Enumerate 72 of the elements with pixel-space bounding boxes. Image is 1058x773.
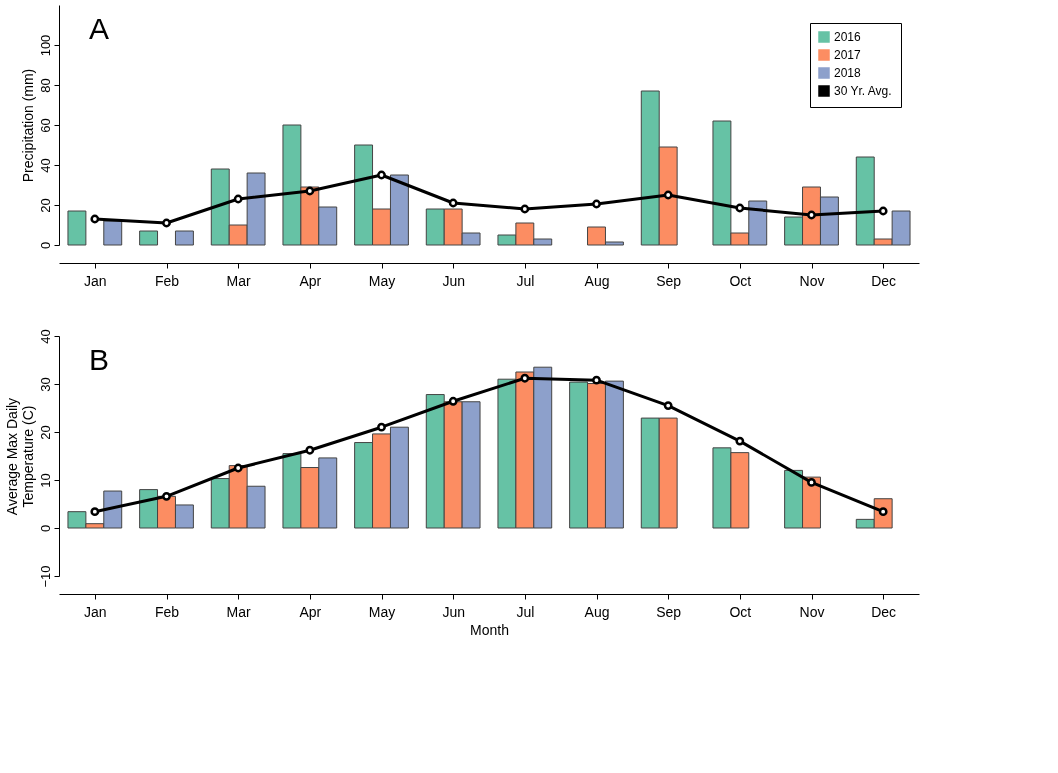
legend-label: 2016	[834, 30, 862, 44]
x-axis-title: Month	[470, 621, 509, 638]
point	[520, 204, 530, 214]
y-tick-label: 30	[37, 377, 53, 392]
x-tick-label: Jan	[84, 272, 107, 289]
point	[592, 199, 601, 209]
point	[735, 203, 745, 213]
point	[807, 477, 816, 487]
point	[807, 210, 816, 220]
x-tick-label: Dec	[871, 603, 897, 620]
x-tick-label: Jun	[442, 603, 465, 620]
point	[377, 170, 386, 180]
x-tick-label: Feb	[154, 272, 180, 289]
x-tick-label: Nov	[799, 272, 825, 289]
point	[663, 401, 673, 411]
point	[233, 194, 243, 204]
x-tick-label: May	[368, 272, 396, 289]
point	[878, 206, 888, 216]
point	[592, 375, 601, 385]
y-tick-label: 60	[37, 118, 53, 133]
y-tick-label: 80	[37, 78, 53, 93]
bar	[139, 230, 159, 246]
point	[162, 491, 171, 501]
y-tick-label: 40	[37, 158, 53, 173]
y-axis-title: Precipitation (mm)	[19, 68, 36, 183]
point	[162, 218, 171, 228]
x-tick-label: Aug	[584, 603, 610, 620]
point	[520, 373, 530, 383]
y-tick-label: −10	[37, 565, 53, 588]
y-tick-label: 10	[37, 473, 53, 488]
point	[448, 396, 458, 406]
x-tick-label: Feb	[154, 603, 180, 620]
x-tick-label: Oct	[729, 603, 752, 620]
point	[233, 463, 243, 473]
x-tick-label: Apr	[299, 272, 322, 289]
x-tick-label: Mar	[226, 272, 252, 289]
legend-label: 2017	[834, 48, 862, 62]
x-tick-label: Jan	[84, 603, 107, 620]
y-tick-label: 100	[37, 34, 53, 57]
point	[90, 214, 100, 224]
y-tick-label: 40	[37, 329, 53, 344]
y-tick-label: 0	[37, 524, 53, 533]
point	[377, 422, 386, 432]
x-tick-label: Sep	[656, 272, 682, 289]
chart-title: B	[89, 343, 110, 376]
legend-label: 2018	[834, 66, 862, 80]
legend-label: 30 Yr. Avg.	[834, 84, 892, 98]
x-tick-label: Mar	[226, 603, 252, 620]
point	[90, 507, 100, 517]
x-tick-label: Jul	[516, 603, 535, 620]
chart-title: A	[89, 12, 110, 45]
x-tick-label: Sep	[656, 603, 682, 620]
x-tick-label: Aug	[584, 272, 610, 289]
x-tick-label: Nov	[799, 603, 825, 620]
x-tick-label: Jun	[442, 272, 465, 289]
point	[663, 190, 673, 200]
point	[305, 445, 315, 455]
y-tick-label: 20	[37, 425, 53, 440]
x-tick-label: Dec	[871, 272, 897, 289]
x-tick-label: Jul	[516, 272, 535, 289]
y-tick-label: 20	[37, 198, 53, 213]
bar	[103, 220, 123, 246]
x-tick-label: Oct	[729, 272, 752, 289]
point	[448, 198, 458, 208]
x-tick-label: Apr	[299, 603, 322, 620]
x-tick-label: May	[368, 603, 396, 620]
bar	[174, 230, 194, 246]
y-axis-title: Average Max Daily Temperature (C)	[3, 397, 36, 516]
point	[305, 186, 315, 196]
point	[735, 436, 745, 446]
bar	[67, 210, 87, 246]
y-tick-label: 0	[37, 241, 53, 250]
